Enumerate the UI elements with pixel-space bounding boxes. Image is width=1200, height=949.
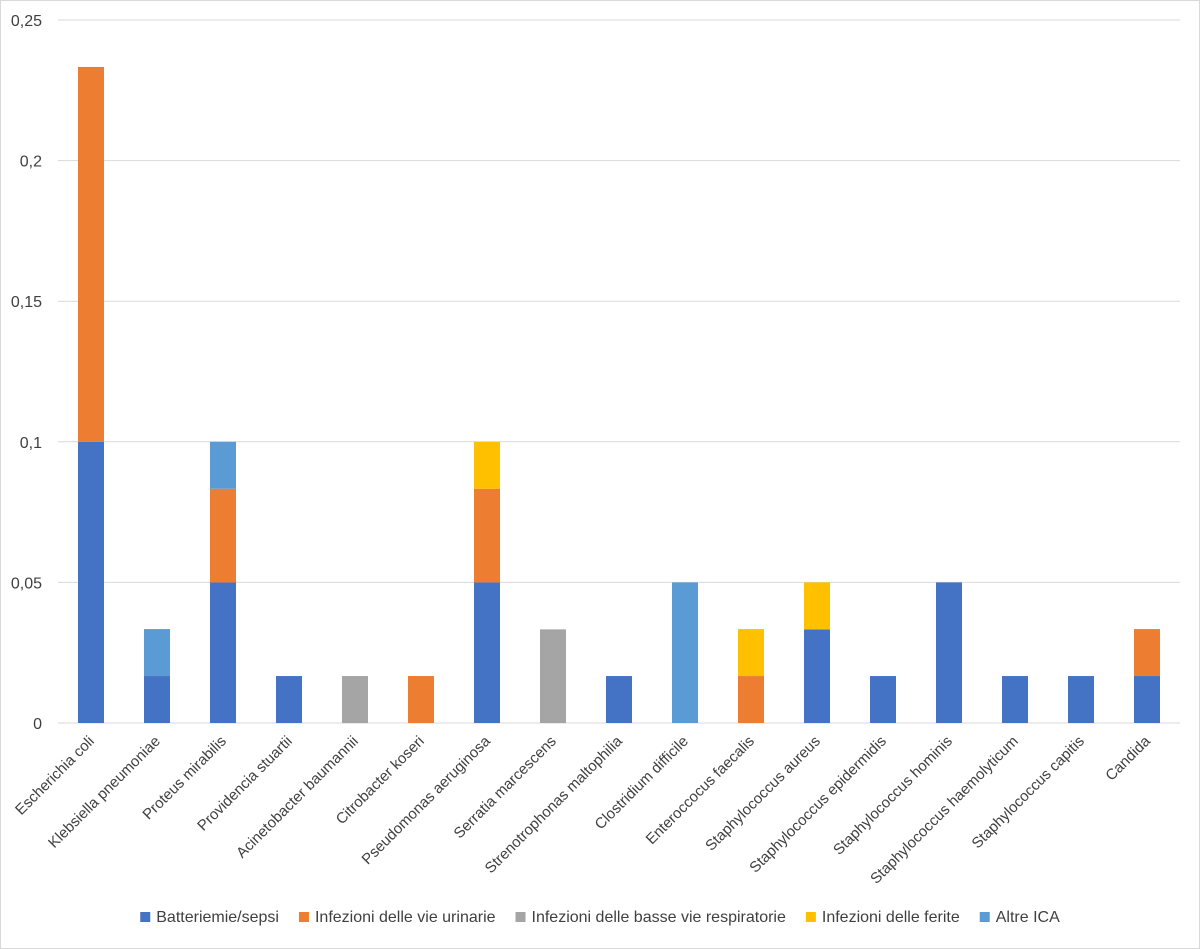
bar-segment [474, 441, 500, 489]
x-category-label: Candida [1102, 732, 1154, 784]
bar-segment [804, 629, 830, 723]
legend-label: Infezioni delle ferite [822, 909, 960, 926]
bar-segment [936, 582, 962, 723]
bar-segment [804, 582, 830, 630]
bar-segment [408, 676, 434, 723]
legend-swatch [805, 912, 816, 922]
y-tick-label: 0,2 [20, 154, 42, 171]
bar-segment [870, 676, 896, 723]
bar-segment [738, 629, 764, 677]
bar-segment [144, 629, 170, 677]
bar-segment [342, 676, 368, 723]
y-tick-label: 0 [33, 716, 42, 733]
legend-swatch [298, 912, 309, 922]
bar-segment [78, 441, 104, 723]
bar-segment [606, 676, 632, 723]
y-axis-tick-labels: 0 0,05 0,1 0,15 0,2 0,25 [11, 13, 42, 733]
x-category-label: Staphylococcus aureus [702, 733, 824, 855]
bar-segment [210, 441, 236, 489]
bars [78, 66, 1160, 723]
legend-swatch [979, 912, 990, 922]
bar-segment [738, 676, 764, 723]
legend-swatch [515, 912, 526, 922]
y-tick-label: 0,05 [11, 575, 42, 592]
bar-segment [1134, 629, 1160, 677]
x-category-label: Strenotrophonas maltophilia [482, 732, 627, 877]
legend-swatch [140, 912, 151, 922]
legend-label: Batteriemie/sepsi [156, 909, 279, 926]
legend-label: Infezioni delle vie urinarie [315, 909, 496, 926]
legend-label: Altre ICA [996, 909, 1060, 926]
y-tick-label: 0,1 [20, 435, 42, 452]
x-category-label: Acinetobacter baumannii [233, 733, 362, 862]
legend-label: Infezioni delle basse vie respiratorie [532, 909, 786, 926]
bar-segment [1134, 676, 1160, 723]
bar-segment [210, 488, 236, 583]
x-category-label: Staphylococcus epidermidis [746, 733, 889, 876]
x-category-label: Enteroccocus faecalis [643, 733, 758, 848]
bar-segment [672, 582, 698, 723]
gridlines [58, 19, 1180, 724]
x-category-label: Staphylococcus hominis [830, 733, 956, 859]
bar-segment [474, 488, 500, 583]
x-category-label: Klebsiella pneumoniae [45, 733, 164, 852]
bar-segment [144, 676, 170, 723]
bar-segment [276, 676, 302, 723]
bar-segment [1068, 676, 1094, 723]
legend: Batteriemie/sepsi Infezioni delle vie uri… [140, 909, 1060, 926]
bar-segment [210, 582, 236, 723]
y-tick-label: 0,15 [11, 294, 42, 311]
x-category-label: Staphylococcus capitis [969, 733, 1088, 852]
bar-segment [1002, 676, 1028, 723]
bar-segment [540, 629, 566, 723]
bar-segment [474, 582, 500, 723]
y-tick-label: 0,25 [11, 13, 42, 30]
x-category-label: Pseudomonas aeruginosa [359, 732, 495, 868]
bar-segment [78, 66, 104, 442]
